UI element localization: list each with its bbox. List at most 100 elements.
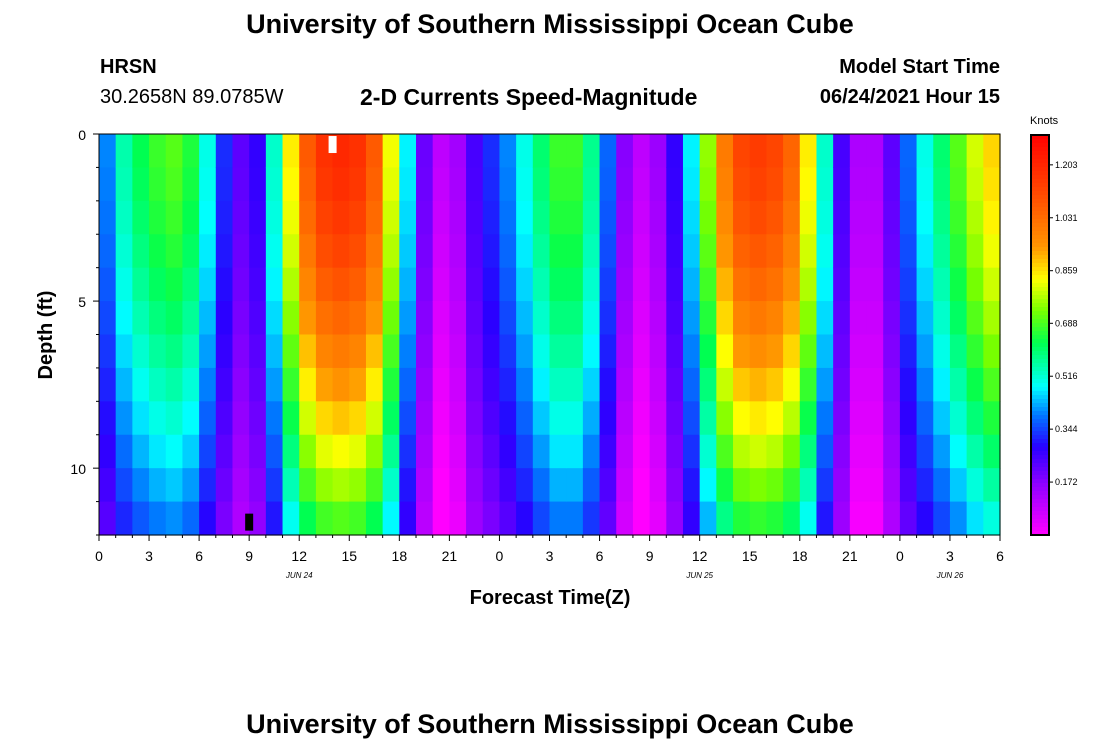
- heatmap-cell: [883, 334, 901, 369]
- heatmap-cell: [382, 468, 400, 503]
- heatmap-cell: [582, 301, 601, 336]
- heatmap-cell: [365, 334, 384, 369]
- heatmap-cell: [399, 167, 417, 202]
- heatmap-cell: [99, 134, 117, 169]
- heatmap-cell: [416, 468, 434, 503]
- heatmap-cell: [416, 234, 434, 269]
- heatmap-cell: [899, 401, 918, 436]
- heatmap-cell: [632, 134, 651, 169]
- heatmap-cell: [699, 167, 717, 202]
- heatmap-cell: [833, 267, 851, 302]
- heatmap-cell: [215, 301, 234, 336]
- heatmap-cell: [482, 334, 501, 369]
- heatmap-cell: [749, 468, 768, 503]
- heatmap-cell: [966, 134, 984, 169]
- x-tick-label: 0: [496, 548, 504, 564]
- heatmap-cell: [516, 501, 534, 536]
- heatmap-cell: [949, 468, 968, 503]
- heatmap-cell: [149, 468, 167, 503]
- heatmap-cell: [299, 200, 317, 235]
- heatmap-cell: [365, 200, 384, 235]
- heatmap-cell: [449, 167, 467, 202]
- colorbar-swatch: [1031, 483, 1049, 488]
- heatmap-cell: [682, 434, 701, 469]
- heatmap-cell: [499, 134, 517, 169]
- colorbar-swatch: [1031, 335, 1049, 340]
- heatmap-cell: [215, 401, 234, 436]
- heatmap-cell: [733, 468, 751, 503]
- heatmap-cell: [716, 401, 734, 436]
- heatmap-cell: [766, 134, 784, 169]
- heatmap-cell: [983, 234, 1001, 269]
- heatmap-cell: [482, 434, 501, 469]
- heatmap-cell: [482, 267, 501, 302]
- heatmap-cell: [833, 167, 851, 202]
- heatmap-cell: [516, 334, 534, 369]
- heatmap-cell: [282, 234, 300, 269]
- heatmap-cell: [933, 367, 951, 402]
- heatmap-cell: [616, 468, 634, 503]
- heatmap-cell: [549, 200, 567, 235]
- heatmap-cell: [716, 167, 734, 202]
- heatmap-cell: [866, 468, 884, 503]
- heatmap-cell: [983, 267, 1001, 302]
- heatmap-cell: [616, 367, 634, 402]
- heatmap-cell: [949, 367, 968, 402]
- colorbar-swatch: [1031, 479, 1049, 484]
- colorbar-swatch: [1031, 191, 1049, 196]
- heatmap-cell: [799, 468, 818, 503]
- heatmap-cell: [115, 468, 133, 503]
- heatmap-cell: [766, 468, 784, 503]
- heatmap-cell: [682, 401, 701, 436]
- heatmap-cell: [716, 334, 734, 369]
- heatmap-cell: [532, 367, 551, 402]
- heatmap-cell: [933, 267, 951, 302]
- heatmap-cell: [299, 434, 317, 469]
- heatmap-cell: [466, 501, 484, 536]
- heatmap-cell: [232, 334, 250, 369]
- x-tick-label: 12: [692, 548, 708, 564]
- colorbar-tick-label: 1.203: [1055, 160, 1078, 170]
- colorbar-swatch: [1031, 339, 1049, 344]
- heatmap-cell: [149, 267, 167, 302]
- heatmap-cell: [599, 200, 617, 235]
- markers: [245, 136, 337, 531]
- heatmap-cell: [816, 468, 834, 503]
- heatmap-cell: [532, 468, 551, 503]
- heatmap-cell: [482, 234, 501, 269]
- heatmap-cell: [833, 434, 851, 469]
- heatmap-cell: [315, 301, 334, 336]
- heatmap-cell: [115, 301, 133, 336]
- colorbar-swatch: [1031, 163, 1049, 168]
- heatmap-cell: [799, 367, 818, 402]
- heatmap-cell: [666, 334, 684, 369]
- heatmap-cell: [482, 167, 501, 202]
- heatmap-cell: [983, 434, 1001, 469]
- colorbar-swatch: [1031, 435, 1049, 440]
- heatmap-cell: [983, 401, 1001, 436]
- heatmap-cell: [983, 367, 1001, 402]
- heatmap-cell: [132, 134, 150, 169]
- x-tick-label: 0: [95, 548, 103, 564]
- heatmap-cell: [99, 200, 117, 235]
- x-tick-label: 21: [842, 548, 858, 564]
- heatmap-cell: [833, 468, 851, 503]
- heatmap-cell: [632, 301, 651, 336]
- heatmap-cell: [699, 267, 717, 302]
- heatmap-cell: [966, 367, 984, 402]
- heatmap-cell: [482, 367, 501, 402]
- heatmap-cell: [916, 134, 934, 169]
- heatmap-cell: [149, 401, 167, 436]
- heatmap-cell: [499, 334, 517, 369]
- heatmap-cell: [749, 167, 768, 202]
- colorbar-swatch: [1031, 151, 1049, 156]
- heatmap-cell: [182, 301, 200, 336]
- heatmap-cell: [816, 301, 834, 336]
- colorbar-swatch: [1031, 183, 1049, 188]
- colorbar-swatch: [1031, 323, 1049, 328]
- heatmap-cell: [649, 434, 667, 469]
- colorbar-swatch: [1031, 359, 1049, 364]
- heatmap-cell: [449, 334, 467, 369]
- colorbar-swatch: [1031, 143, 1049, 148]
- heatmap-cell: [766, 334, 784, 369]
